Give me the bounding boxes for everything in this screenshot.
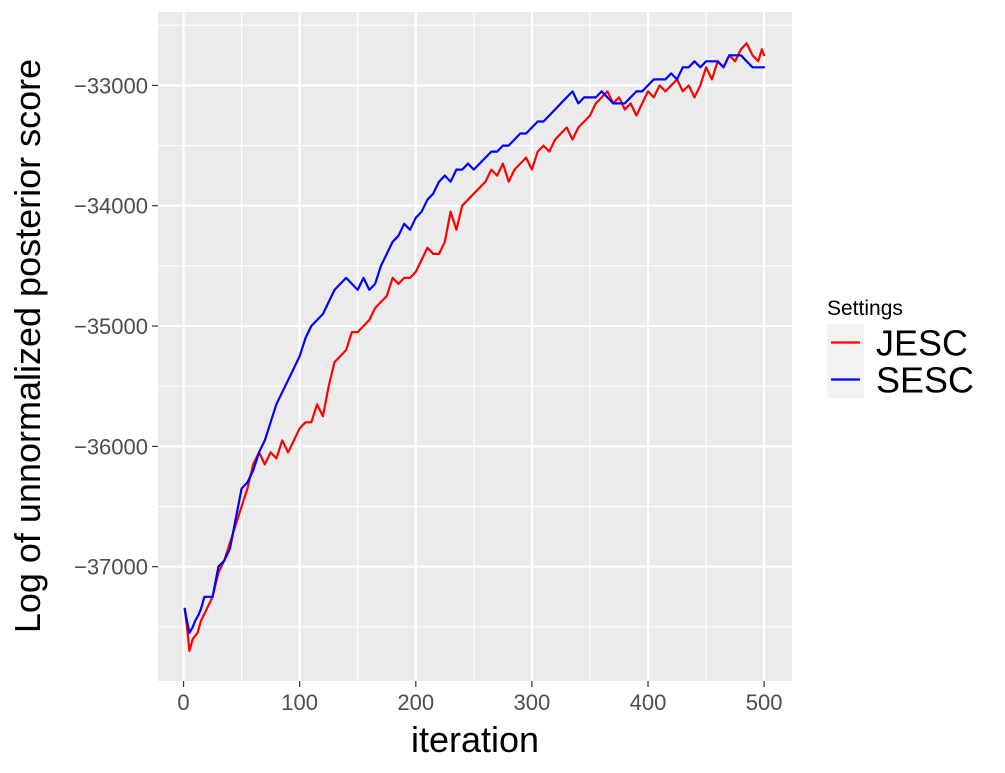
y-tick-label: −35000 (74, 314, 148, 339)
y-axis-title: Log of unnormalized posterior score (7, 59, 48, 633)
x-tick-label: 0 (177, 690, 189, 715)
grid-major (158, 12, 792, 681)
plot-panel (158, 12, 792, 681)
x-axis-title: iteration (411, 719, 539, 760)
series-line-sesc (183, 54, 766, 635)
y-tick-label: −34000 (74, 194, 148, 219)
x-axis-ticks: 0 100 200 300 400 500 (177, 681, 782, 715)
y-axis-ticks: −37000 −36000 −35000 −34000 −33000 (74, 73, 158, 580)
x-tick-label: 100 (281, 690, 318, 715)
series-lines (183, 42, 766, 653)
x-tick-label: 500 (746, 690, 783, 715)
x-tick-label: 200 (397, 690, 434, 715)
legend-label-jesc: JESC (876, 323, 968, 364)
legend-title: Settings (827, 297, 903, 320)
y-tick-label: −37000 (74, 555, 148, 580)
y-tick-label: −33000 (74, 73, 148, 98)
x-tick-label: 400 (630, 690, 667, 715)
y-tick-label: −36000 (74, 434, 148, 459)
grid-minor (158, 12, 792, 681)
series-line-jesc (183, 42, 766, 653)
x-tick-label: 300 (514, 690, 551, 715)
legend-label-sesc: SESC (876, 360, 974, 401)
